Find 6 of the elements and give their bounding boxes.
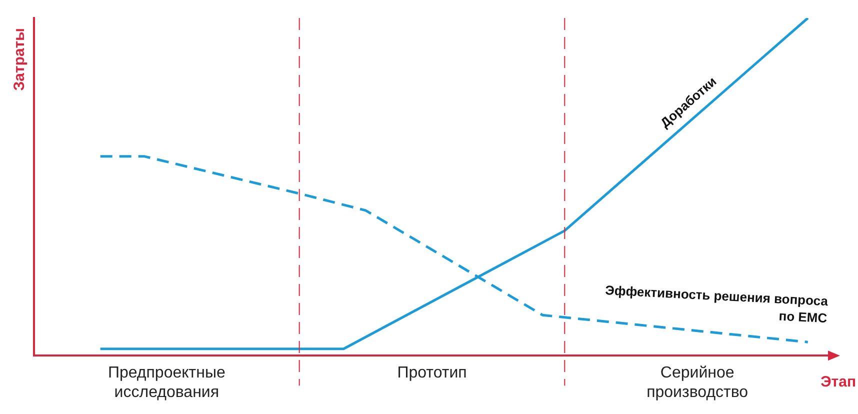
- series-label: Эффективность решения вопроса по EMC: [604, 282, 830, 326]
- x-tick-label: Серийное производство: [646, 364, 748, 401]
- x-tick-label: Прототип: [397, 364, 467, 382]
- x-axis-title: Этап: [820, 374, 856, 391]
- x-tick-label: Предпроектные исследования: [108, 364, 226, 401]
- y-axis-title: Затраты: [11, 28, 28, 91]
